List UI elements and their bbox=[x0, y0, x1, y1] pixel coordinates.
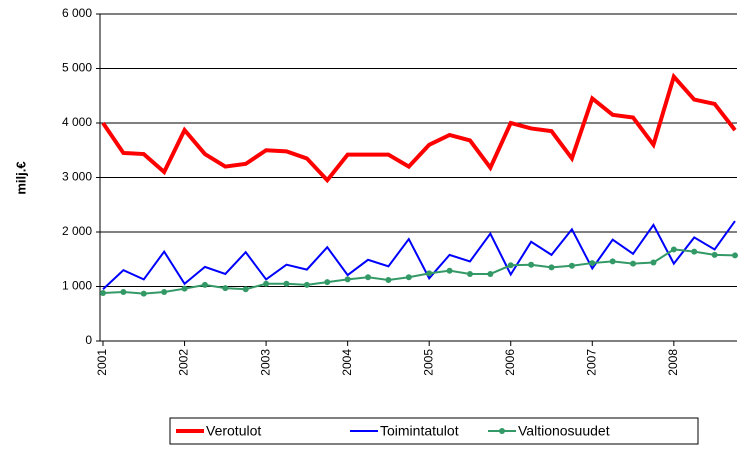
point bbox=[487, 270, 494, 277]
series-line bbox=[102, 220, 736, 290]
point bbox=[201, 281, 208, 288]
x-tick-label: 2002 bbox=[177, 349, 191, 376]
point bbox=[120, 288, 127, 295]
x-tick-label: 2004 bbox=[340, 349, 354, 376]
y-tick-label: 5 000 bbox=[62, 61, 92, 75]
point bbox=[365, 274, 372, 281]
point bbox=[140, 290, 147, 297]
point bbox=[691, 248, 698, 255]
point bbox=[181, 285, 188, 292]
x-tick-label: 2008 bbox=[666, 349, 680, 376]
point bbox=[100, 290, 106, 297]
point bbox=[568, 262, 575, 269]
legend-label: Valtionosuudet bbox=[518, 423, 610, 439]
point bbox=[283, 280, 290, 287]
point bbox=[630, 260, 637, 267]
point bbox=[732, 252, 738, 259]
point bbox=[161, 288, 168, 295]
y-tick-label: 4 000 bbox=[62, 115, 92, 129]
point bbox=[528, 261, 535, 268]
legend-box bbox=[169, 417, 699, 445]
point bbox=[426, 270, 433, 277]
point bbox=[446, 267, 453, 274]
point bbox=[324, 279, 331, 286]
point bbox=[507, 262, 514, 269]
series-line bbox=[102, 248, 736, 295]
x-tick-label: 2003 bbox=[258, 349, 272, 376]
point bbox=[405, 274, 412, 281]
legend-marker bbox=[499, 428, 505, 434]
point bbox=[670, 246, 677, 253]
series-line bbox=[101, 72, 737, 184]
x-tick-label: 2005 bbox=[421, 349, 435, 376]
point bbox=[466, 270, 473, 277]
x-tick-label: 2007 bbox=[584, 349, 598, 376]
y-tick-label: 1 000 bbox=[62, 279, 92, 293]
point bbox=[263, 280, 270, 287]
y-tick-label: 6 000 bbox=[62, 6, 92, 20]
x-tick-label: 2006 bbox=[503, 349, 517, 376]
y-tick-label: 0 bbox=[85, 333, 92, 347]
point bbox=[303, 281, 310, 288]
point bbox=[222, 285, 229, 292]
point bbox=[609, 258, 616, 265]
point bbox=[548, 264, 555, 271]
point bbox=[344, 276, 351, 283]
y-axis-title: milj.€ bbox=[13, 161, 28, 194]
point bbox=[650, 259, 657, 266]
point bbox=[242, 286, 249, 293]
legend-label: Verotulot bbox=[206, 423, 261, 439]
y-tick-label: 3 000 bbox=[62, 170, 92, 184]
point bbox=[589, 260, 596, 267]
x-tick-label: 2001 bbox=[95, 349, 109, 376]
point bbox=[385, 276, 392, 283]
legend-label: Toimintatulot bbox=[380, 423, 459, 439]
y-tick-label: 2 000 bbox=[62, 224, 92, 238]
point bbox=[711, 251, 718, 258]
